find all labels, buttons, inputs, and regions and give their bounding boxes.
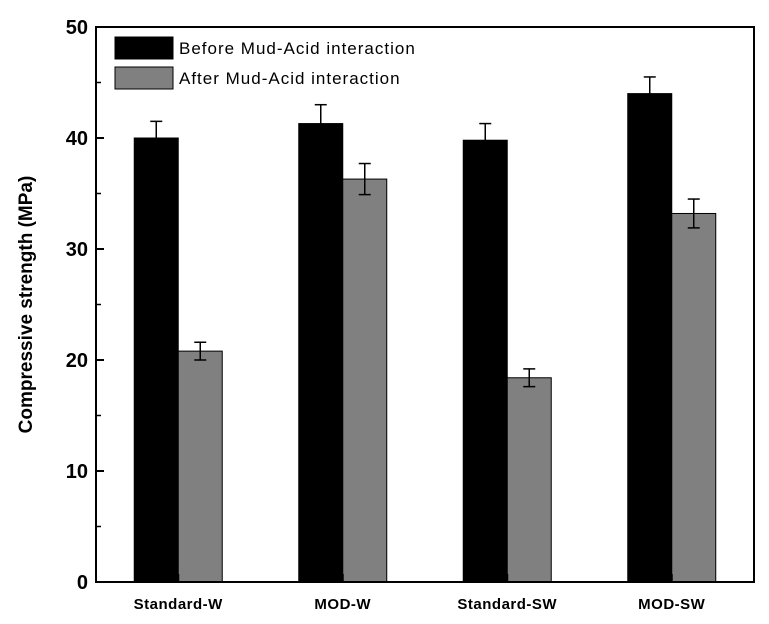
y-tick-label: 50	[66, 17, 88, 39]
y-axis: 0 10 20 30 40 50	[66, 17, 104, 594]
y-tick-label: 10	[66, 461, 88, 483]
y-tick-label: 0	[77, 572, 88, 594]
x-tick-label: MOD-W	[314, 596, 371, 613]
bar-before	[627, 93, 673, 583]
y-tick-label: 40	[66, 128, 88, 150]
bar-before	[462, 139, 508, 583]
error-bars-layer	[150, 76, 700, 388]
legend-label-after: After Mud-Acid interaction	[179, 69, 401, 88]
y-tick-label: 20	[66, 350, 88, 372]
y-axis-title: Compressive strength (MPa)	[16, 176, 37, 434]
bar-before	[133, 137, 179, 583]
bar-after	[177, 350, 223, 583]
bars-layer	[133, 93, 717, 583]
legend-swatch-before	[114, 36, 174, 60]
y-tick-label: 30	[66, 239, 88, 261]
bar-after	[671, 212, 717, 583]
x-axis: Standard-W MOD-W Standard-SW MOD-SW	[134, 574, 705, 613]
bar-before	[298, 123, 344, 583]
x-tick-label: Standard-W	[134, 596, 224, 613]
x-tick-label: Standard-SW	[457, 596, 557, 613]
legend: Before Mud-Acid interaction After Mud-Ac…	[114, 36, 416, 90]
x-tick-label: MOD-SW	[638, 596, 705, 613]
bar-after	[342, 178, 388, 583]
legend-swatch-after	[114, 66, 174, 90]
bar-after	[506, 377, 552, 583]
legend-label-before: Before Mud-Acid interaction	[179, 39, 416, 58]
